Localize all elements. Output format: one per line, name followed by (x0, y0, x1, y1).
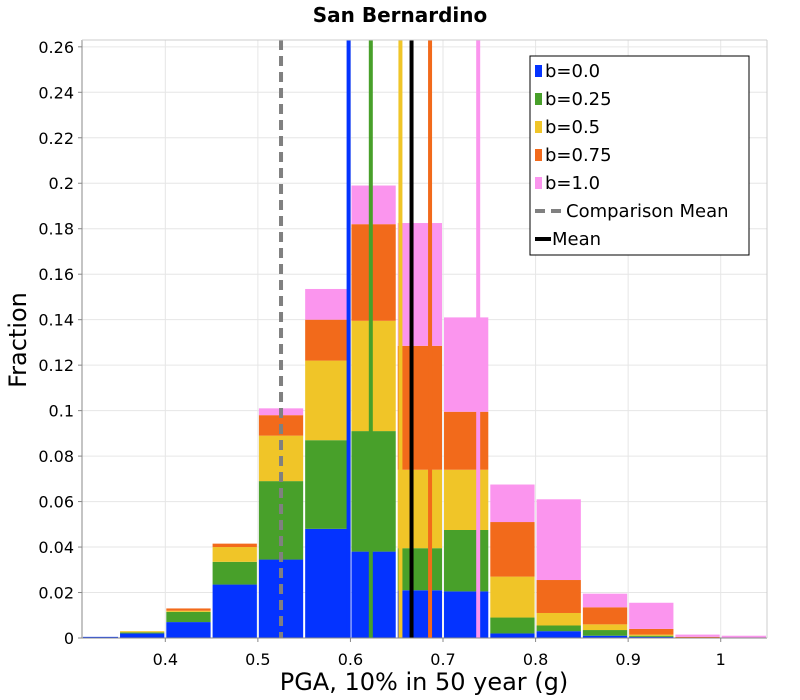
bar-segment (444, 529, 489, 592)
x-tick-label: 0.6 (338, 650, 363, 669)
bar-segment (582, 607, 628, 625)
bar-segment (536, 499, 581, 581)
bar-segment (490, 484, 535, 523)
x-tick-label: 0.7 (430, 650, 455, 669)
bar-segment (629, 635, 674, 637)
bar-segment (305, 319, 350, 361)
x-tick-label: 0.8 (523, 650, 548, 669)
bar-segment (166, 608, 211, 611)
legend-label: b=0.75 (545, 145, 612, 166)
bar-segment (490, 617, 535, 634)
bar-segment (444, 591, 489, 638)
bar-segment (629, 628, 674, 635)
bar-segment (166, 622, 211, 638)
x-axis-ticks: 0.4 0.5 0.6 0.7 0.8 0.9 1 (153, 638, 726, 669)
legend-label: Comparison Mean (566, 201, 729, 222)
legend-swatch (535, 121, 542, 133)
y-tick-label: 0.2 (49, 174, 74, 193)
bar-segment (629, 634, 674, 636)
y-tick-label: 0.04 (38, 538, 74, 557)
legend-label: b=1.0 (545, 173, 600, 194)
x-tick-label: 1 (716, 650, 726, 669)
bar-segment (120, 631, 165, 633)
y-tick-label: 0.22 (38, 129, 74, 148)
bar-segment (675, 636, 720, 638)
bar-segment (629, 602, 674, 629)
x-tick-label: 0.4 (153, 650, 178, 669)
bar-segment (305, 528, 350, 638)
bar-segment (490, 633, 535, 638)
bar-segment (490, 522, 535, 577)
x-tick-label: 0.9 (615, 650, 640, 669)
bar-segment (83, 636, 119, 638)
bar-segment (120, 633, 165, 638)
legend-label: b=0.5 (545, 117, 600, 138)
bar-segment (351, 224, 396, 321)
bar-segment (212, 561, 257, 585)
legend-label: b=0.0 (545, 61, 600, 82)
bar-segment (582, 593, 628, 608)
bar-segment (305, 288, 350, 320)
y-tick-label: 0.24 (38, 83, 74, 102)
bar-segment (351, 185, 396, 225)
legend-label: b=0.25 (545, 89, 612, 110)
bar-segment (536, 631, 581, 638)
bar-segment (536, 625, 581, 632)
bar-segment (397, 223, 443, 346)
bar-segment (536, 612, 581, 626)
x-axis-label: PGA, 10% in 50 year (g) (280, 668, 569, 696)
bar-segment (397, 590, 443, 638)
y-tick-label: 0.18 (38, 220, 74, 239)
bar-segment (212, 547, 257, 562)
legend-swatch (535, 177, 542, 189)
y-tick-label: 0.26 (38, 38, 74, 57)
legend-label: Mean (552, 229, 601, 250)
bar-segment (351, 431, 396, 552)
chart-title: San Bernardino (313, 3, 488, 27)
y-tick-label: 0.14 (38, 311, 74, 330)
bar-segment (166, 610, 211, 612)
legend-swatch (535, 65, 542, 77)
bar-segment (305, 440, 350, 529)
y-axis-label: Fraction (4, 292, 32, 388)
bar-segment (444, 411, 489, 470)
bar-segment (397, 469, 443, 549)
legend-box (529, 55, 750, 256)
bar-segment (444, 469, 489, 530)
bar-segment (582, 624, 628, 631)
axes (81, 39, 768, 639)
legend-swatch (535, 93, 542, 105)
bar-segment (351, 320, 396, 432)
bar-segment (675, 634, 720, 637)
y-tick-label: 0.1 (49, 402, 74, 421)
mean-lines (279, 40, 481, 638)
y-tick-label: 0.06 (38, 493, 74, 512)
bar-segment (629, 636, 674, 638)
y-tick-label: 0.16 (38, 265, 74, 284)
bar-segment (582, 635, 628, 638)
y-axis-ticks: 0 0.02 0.04 0.06 0.08 0.1 0.12 0.14 0.16 0.18 0.2 0… (38, 38, 82, 648)
y-tick-label: 0.02 (38, 584, 74, 603)
y-tick-label: 0.12 (38, 356, 74, 375)
x-tick-label: 0.5 (245, 650, 270, 669)
y-tick-label: 0 (64, 629, 74, 648)
bar-segment (212, 543, 257, 548)
bar-segment (166, 611, 211, 623)
bar-segment (120, 632, 165, 634)
bar-segment (490, 576, 535, 618)
bar-segment (397, 548, 443, 591)
bar-segment (212, 584, 257, 638)
bar-segment (721, 635, 766, 638)
bar-segment (536, 580, 581, 613)
bar-segment (444, 317, 489, 412)
bar-segment (305, 360, 350, 441)
bar-segment (351, 551, 396, 638)
bar-segment (582, 630, 628, 636)
legend-swatch (535, 149, 542, 161)
legend: b=0.0 b=0.25 b=0.5 b=0.75 b=1.0 Comparison Me… (529, 55, 750, 256)
y-tick-label: 0.08 (38, 447, 74, 466)
bar-segment (397, 345, 443, 470)
